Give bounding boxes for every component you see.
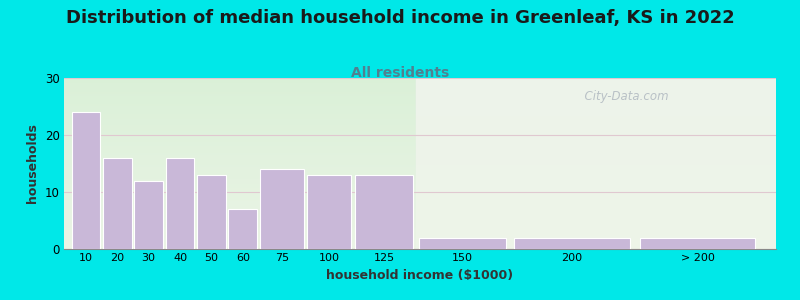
Bar — [166, 158, 194, 249]
Bar — [514, 238, 630, 249]
Bar — [197, 175, 226, 249]
Y-axis label: households: households — [26, 124, 39, 203]
Bar — [71, 112, 100, 249]
Bar — [307, 175, 350, 249]
Bar — [355, 175, 413, 249]
Bar — [134, 181, 163, 249]
Text: Distribution of median household income in Greenleaf, KS in 2022: Distribution of median household income … — [66, 9, 734, 27]
Bar — [228, 209, 258, 249]
Bar — [419, 238, 506, 249]
X-axis label: household income ($1000): household income ($1000) — [326, 269, 514, 282]
Text: All residents: All residents — [351, 66, 449, 80]
Bar — [260, 169, 304, 249]
Bar — [640, 238, 755, 249]
Text: City-Data.com: City-Data.com — [577, 90, 668, 103]
Bar — [103, 158, 132, 249]
